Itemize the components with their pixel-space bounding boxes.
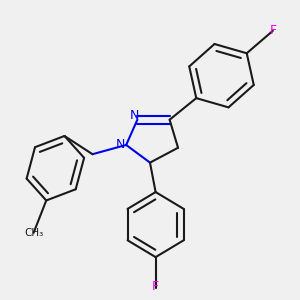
Text: CH₃: CH₃ [24,228,43,238]
Text: F: F [269,24,276,37]
Text: F: F [152,280,159,293]
Text: N: N [130,109,139,122]
Text: N: N [116,139,125,152]
